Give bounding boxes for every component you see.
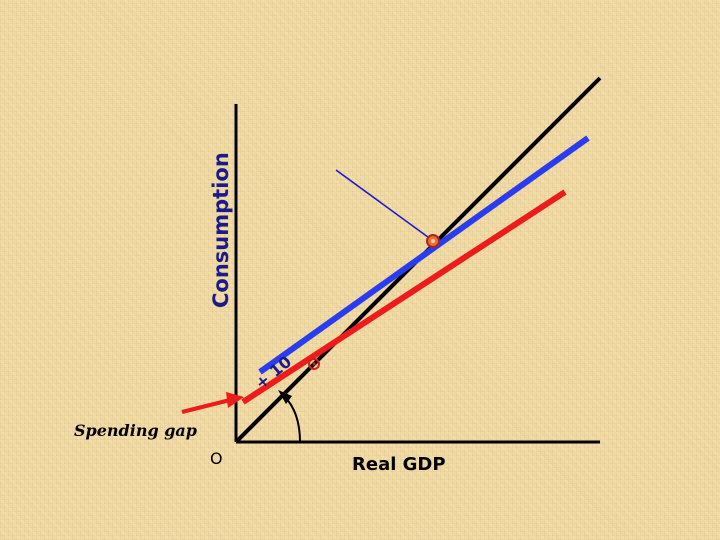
- x-axis-label: Real GDP: [352, 454, 446, 475]
- spending-gap-arrowhead: [226, 392, 244, 408]
- consumption-line-low: [241, 189, 567, 405]
- angle-arc-arrowhead: [278, 390, 292, 404]
- equilibrium-point-center: [431, 239, 435, 243]
- intersection-marker-dot: [312, 362, 316, 366]
- intersection-marker: [308, 358, 320, 370]
- spending-gap-arrow-shaft: [181, 398, 231, 414]
- origin-label: O: [210, 449, 223, 468]
- consumption-line-high: [258, 135, 590, 375]
- spending-gap-label: Spending gap: [74, 421, 197, 440]
- y-axis-label: Consumption: [209, 152, 233, 308]
- equilibrium-pointer: [335, 169, 433, 241]
